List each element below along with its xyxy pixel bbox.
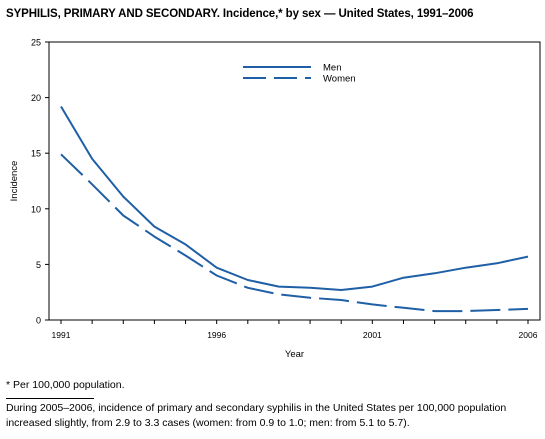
series-line-men [60, 105, 529, 291]
series-line-women [60, 153, 529, 313]
y-tick-label: 25 [31, 38, 41, 48]
footnote: * Per 100,000 population. [6, 379, 125, 391]
y-tick-label: 20 [31, 93, 41, 103]
legend-label-men: Men [323, 63, 341, 74]
y-tick-label: 10 [31, 204, 41, 214]
plot-frame [48, 41, 541, 321]
series-layer [60, 105, 529, 313]
axes: 0 5 10 15 20 25 1991 1996 2001 2006 Year Incidence [9, 38, 541, 360]
y-tick-label: 0 [36, 316, 41, 326]
x-tick-label: 1996 [207, 330, 226, 340]
x-tick-label: 1991 [52, 330, 71, 340]
caption: During 2005–2006, incidence of primary a… [6, 402, 507, 429]
chart-title: SYPHILIS, PRIMARY AND SECONDARY. Inciden… [6, 8, 474, 20]
x-tick-label: 2001 [363, 330, 382, 340]
y-tick-label: 5 [36, 260, 41, 270]
footnote-divider [6, 398, 94, 399]
legend-label-women: Women [323, 74, 356, 85]
x-tick-label: 2006 [519, 330, 538, 340]
x-axis-label: Year [285, 349, 304, 360]
y-axis-label: Incidence [9, 161, 20, 202]
y-tick-label: 15 [31, 149, 41, 159]
